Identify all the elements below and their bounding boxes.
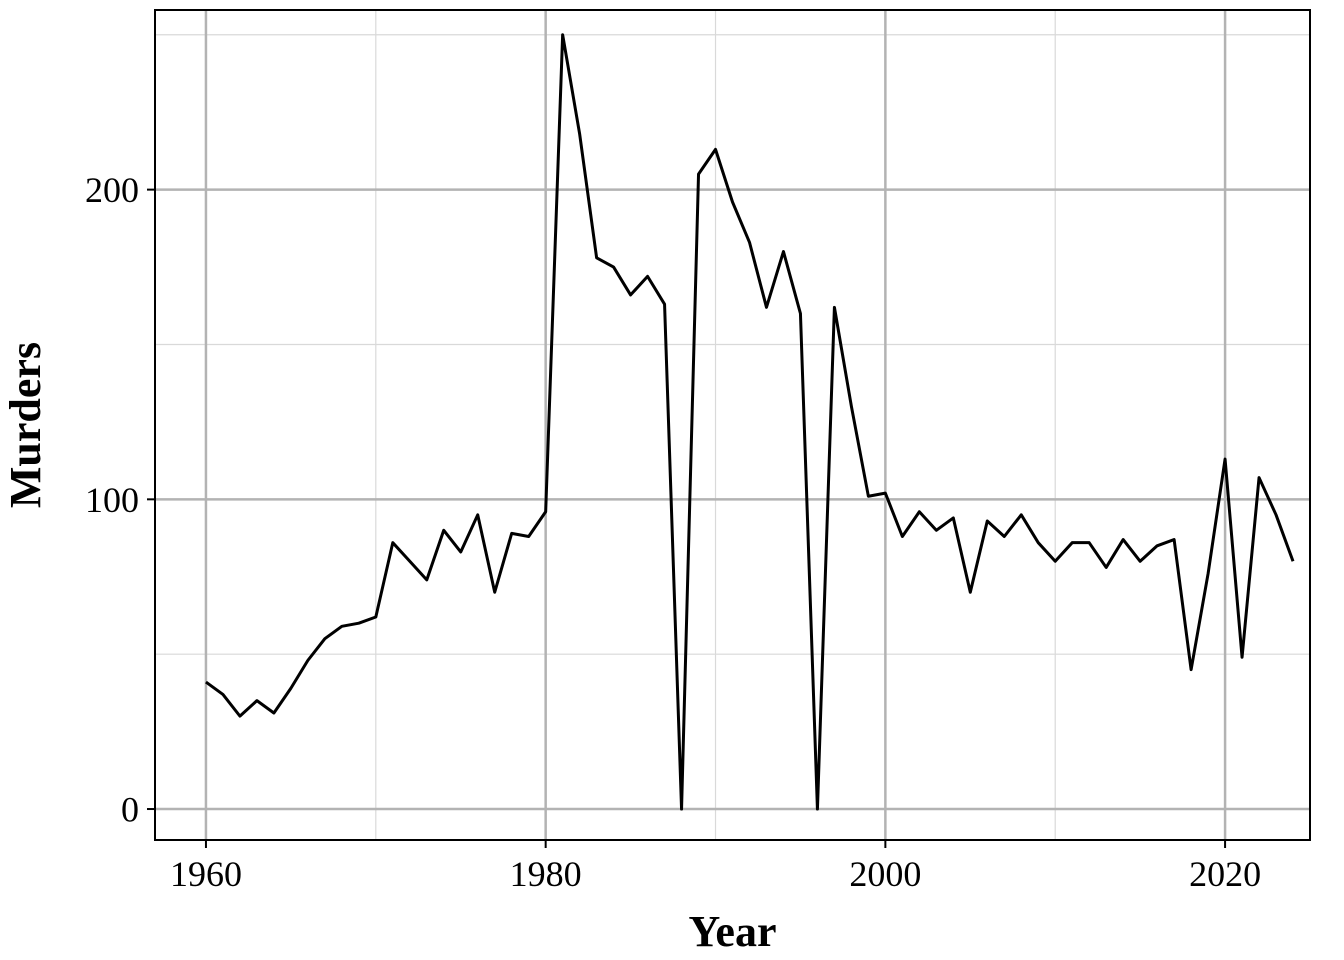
x-tick-label: 2020 xyxy=(1189,854,1261,894)
y-axis-label: Murders xyxy=(1,342,50,508)
x-tick-label: 1980 xyxy=(510,854,582,894)
y-tick-label: 0 xyxy=(121,790,139,830)
murders-line-chart: 1960 1980 2000 2020 0 100 200 Year Murders xyxy=(0,0,1344,960)
y-tick-label: 100 xyxy=(85,480,139,520)
x-tick-label: 1960 xyxy=(170,854,242,894)
chart-svg: 1960 1980 2000 2020 0 100 200 Year Murders xyxy=(0,0,1344,960)
x-tick-label: 2000 xyxy=(849,854,921,894)
y-tick-label: 200 xyxy=(85,170,139,210)
x-axis-label: Year xyxy=(689,907,777,956)
